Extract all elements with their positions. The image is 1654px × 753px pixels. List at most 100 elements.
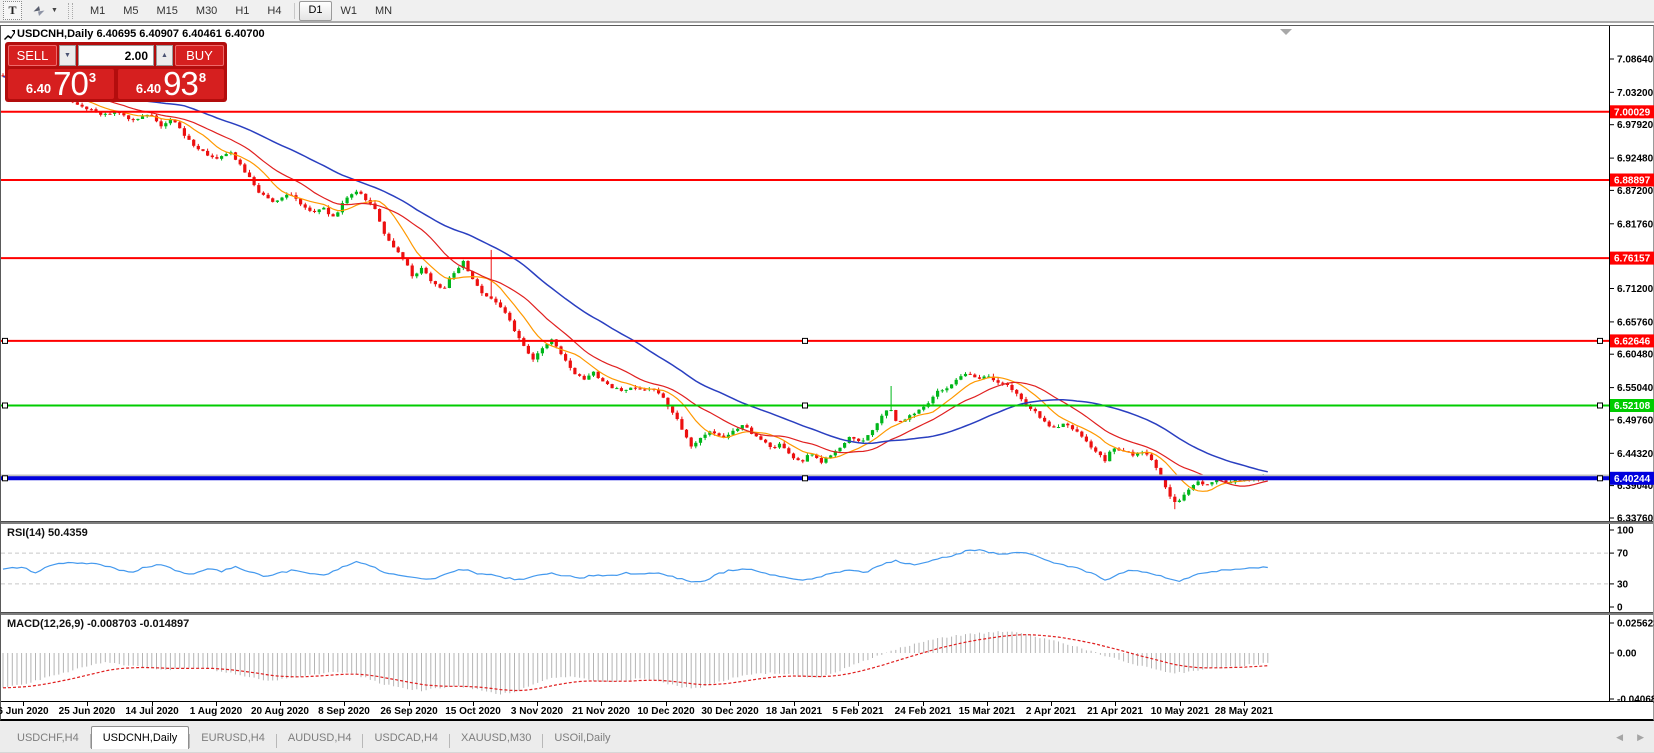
tab-scroll-arrows: ◀ ▶	[1616, 732, 1644, 743]
line-handle	[2, 402, 8, 409]
price-tick-label: 7.08640	[1617, 55, 1654, 66]
timeframe-w1[interactable]: W1	[340, 4, 358, 17]
price-tick-label: 6.33760	[1617, 514, 1654, 525]
timeframe-h4[interactable]: H4	[267, 4, 282, 17]
chart-tab-bar: USDCHF,H4 USDCNH,Daily EURUSD,H4 AUDUSD,H4 U…	[0, 721, 1654, 753]
date-label: 8 Sep 2020	[318, 706, 370, 717]
date-label: 1 Aug 2020	[189, 706, 243, 717]
tab-eurusd-h4[interactable]: EURUSD,H4	[201, 732, 265, 744]
line-handle	[802, 475, 808, 482]
tab-separator	[362, 733, 364, 748]
price-tick-label: 6.92480	[1617, 154, 1654, 165]
line-handle	[802, 337, 808, 344]
main-price-chart[interactable]: 7.08640 7.03200 6.97920 6.92480 6.87200 6.817…	[1, 26, 1654, 525]
tab-usoil-daily[interactable]: USOil,Daily	[554, 732, 611, 744]
level-price-label: 6.62646	[1614, 336, 1651, 347]
tab-usdcnh-daily[interactable]: USDCNH,Daily	[90, 726, 190, 749]
line-handle	[1597, 337, 1603, 344]
price-tick-label: 6.87200	[1617, 186, 1654, 197]
macd-signal-line	[2, 634, 1268, 692]
date-label: 25 Jun 2020	[58, 706, 116, 717]
timeframe-m1[interactable]: M1	[89, 4, 106, 17]
line-handle	[2, 337, 8, 344]
date-axis[interactable]: 6 Jun 2020 25 Jun 2020 14 Jul 2020 1 Aug 20…	[0, 701, 1653, 719]
chart-symbol-icon	[4, 30, 15, 40]
sell-price-big: 70	[53, 65, 89, 102]
timeframe-m15[interactable]: M15	[156, 4, 178, 17]
date-tick	[1115, 702, 1116, 706]
chart-shift-marker	[1280, 29, 1292, 35]
date-tick	[409, 702, 410, 706]
text-label-tool-icon[interactable]: T	[3, 1, 22, 20]
timeframe-d1[interactable]: D1	[299, 0, 332, 21]
tab-xauusd-m30[interactable]: XAUUSD,M30	[461, 732, 532, 744]
timeframe-m5[interactable]: M5	[123, 4, 139, 17]
price-tick-label: 6.49760	[1617, 415, 1654, 426]
moving-averages	[2, 75, 1268, 492]
sell-button[interactable]: SELL	[8, 45, 57, 66]
sell-price-tile[interactable]: 6.40 70 3	[8, 65, 114, 102]
panel-splitter[interactable]	[1, 521, 1653, 524]
buy-button[interactable]: BUY	[175, 45, 224, 66]
price-tick-label: 6.44320	[1617, 449, 1654, 460]
panel-splitter-2[interactable]	[1, 612, 1653, 615]
date-tick	[1244, 702, 1245, 706]
toolbar-grip[interactable]	[67, 2, 73, 19]
price-tick-label: 6.97920	[1617, 120, 1654, 131]
rsi-tick-label: 100	[1617, 526, 1634, 537]
date-tick	[344, 702, 345, 706]
level-price-label: 6.76157	[1614, 254, 1651, 265]
date-tick	[23, 702, 24, 706]
macd-tick-label: 0.025623	[1617, 619, 1654, 630]
volume-decrease-button[interactable]: ▼	[59, 45, 76, 66]
date-tick	[280, 702, 281, 706]
date-label: 2 Apr 2021	[1025, 706, 1077, 717]
line-handle	[802, 402, 808, 409]
date-tick	[1051, 702, 1052, 706]
date-tick	[601, 702, 602, 706]
level-price-label: 6.52108	[1614, 401, 1651, 412]
timeframe-m30[interactable]: M30	[195, 4, 218, 17]
line-handle	[1597, 402, 1603, 409]
tab-usdcad-h4[interactable]: USDCAD,H4	[374, 732, 439, 744]
trade-controls-row: SELL ▼ 2.00 ▲ BUY	[8, 45, 224, 66]
level-price-label: 7.00029	[1614, 107, 1651, 118]
price-tick-label: 6.81760	[1617, 219, 1654, 230]
level-lines	[1, 110, 1609, 482]
tab-separator	[275, 733, 277, 748]
timeframe-h1[interactable]: H1	[235, 4, 250, 17]
volume-field[interactable]: 2.00	[78, 45, 154, 66]
arrow-objects-glyph	[33, 5, 45, 16]
level-price-label: 6.40244	[1614, 474, 1651, 485]
volume-increase-button[interactable]: ▲	[156, 45, 173, 66]
tab-scroll-left-icon[interactable]: ◀	[1616, 732, 1624, 742]
date-label: 6 Jun 2020	[0, 706, 49, 717]
date-label: 10 May 2021	[1150, 706, 1210, 717]
tab-usdchf-h4[interactable]: USDCHF,H4	[17, 732, 79, 744]
tab-separator	[449, 733, 451, 748]
rsi-indicator-panel[interactable]: 100 70 30 0	[1, 524, 1653, 614]
tab-audusd-h4[interactable]: AUDUSD,H4	[287, 732, 352, 744]
tab-scroll-right-icon[interactable]: ▶	[1637, 732, 1644, 742]
date-tick	[216, 702, 217, 706]
trade-prices-row: 6.40 70 3 6.40 93 8	[8, 65, 224, 102]
buy-price-pip: 8	[198, 70, 207, 85]
timeframe-mn[interactable]: MN	[375, 4, 393, 17]
timeframe-buttons: M1 M5 M15 M30 H1 H4 D1 W1 MN	[81, 0, 401, 21]
date-tick	[473, 702, 474, 706]
date-tick	[87, 702, 88, 706]
arrow-dropdown-caret-icon[interactable]: ▼	[51, 7, 58, 14]
macd-indicator-panel[interactable]: 0.025623 0.00 -0.040687	[1, 615, 1654, 706]
macd-label: MACD(12,26,9) -0.008703 -0.014897	[7, 618, 190, 630]
arrow-objects-icon[interactable]	[28, 2, 50, 19]
date-label: 21 Nov 2020	[572, 706, 630, 717]
ma-line	[2, 75, 1268, 492]
buy-price-tile[interactable]: 6.40 93 8	[118, 67, 224, 100]
level-price-label: 6.88897	[1614, 176, 1651, 187]
macd-tick-label: -0.040687	[1617, 695, 1654, 706]
date-label: 15 Mar 2021	[958, 706, 1016, 717]
date-tick	[152, 702, 153, 706]
macd-histogram	[2, 631, 1269, 695]
price-tick-label: 7.03200	[1617, 88, 1654, 99]
